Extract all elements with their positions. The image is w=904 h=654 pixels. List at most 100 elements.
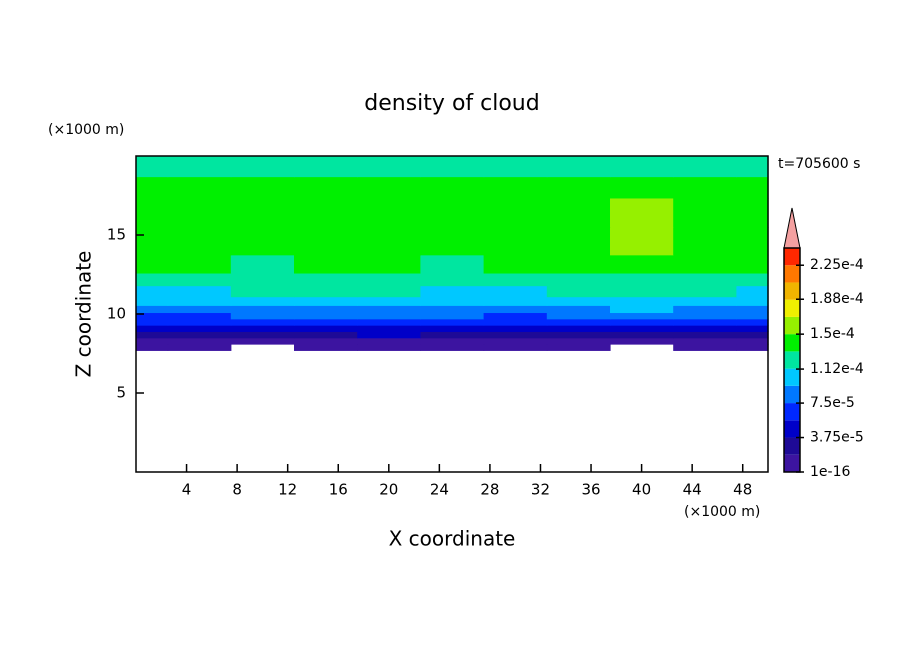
contour-cell (420, 197, 485, 228)
contour-cell (546, 344, 611, 351)
contour-cell (230, 227, 295, 256)
contour-cell (167, 197, 232, 228)
x-tick-label: 20 (379, 481, 398, 499)
contour-cell (546, 337, 611, 345)
colorbar-band (784, 385, 800, 404)
contour-cell (294, 254, 358, 274)
contour-cell (546, 296, 611, 306)
contour-cell (294, 318, 358, 326)
contour-cell (230, 272, 295, 287)
contour-cell (483, 176, 548, 199)
contour-cell (420, 176, 485, 199)
x-tick-label: 24 (430, 481, 449, 499)
contour-cell (736, 344, 769, 351)
contour-cell (420, 312, 485, 320)
contour-cell (167, 163, 232, 178)
contour-cell (357, 197, 421, 228)
contour-cell (136, 312, 169, 320)
contour-cell (483, 337, 548, 345)
contour-cell (167, 318, 232, 326)
contour-cell (230, 337, 295, 345)
contour-cell (294, 197, 358, 228)
contour-cell (230, 163, 295, 178)
contour-cell (546, 318, 611, 326)
x-tick-label: 28 (480, 481, 499, 499)
contour-cell (483, 305, 548, 314)
contour-cell (420, 325, 485, 332)
contour-cell (294, 296, 358, 306)
contour-cell (294, 272, 358, 287)
contour-cell (546, 272, 611, 287)
contour-cell (230, 296, 295, 306)
contour-cell (673, 344, 737, 351)
x-tick-label: 44 (683, 481, 702, 499)
contour-cell (736, 305, 769, 314)
contour-cell (136, 344, 169, 351)
contour-cell (610, 272, 674, 287)
contour-cell (673, 176, 737, 199)
contour-cell (546, 176, 611, 199)
contour-cell (357, 227, 421, 256)
contour-cell (230, 285, 295, 298)
contour-cell (673, 331, 737, 339)
contour-cell (420, 318, 485, 326)
contour-cell (230, 318, 295, 326)
contour-cell (167, 285, 232, 298)
colorbar-band (784, 368, 800, 386)
contour-cell (610, 337, 674, 345)
contour-cell (167, 227, 232, 256)
y-axis-label: Z coordinate (72, 251, 96, 378)
contour-cell (167, 305, 232, 314)
contour-cell (483, 331, 548, 339)
contour-cell (420, 305, 485, 314)
contour-cell (294, 285, 358, 298)
contour-cell (610, 227, 674, 256)
contour-cell (673, 254, 737, 274)
contour-cell (546, 305, 611, 314)
x-tick-label: 36 (581, 481, 600, 499)
contour-cell (294, 325, 358, 332)
time-annotation: t=705600 s (778, 156, 860, 172)
colorbar-band (784, 282, 800, 300)
contour-cell (136, 325, 169, 332)
contour-cell (167, 254, 232, 274)
contour-cell (357, 344, 421, 351)
contour-cell (673, 296, 737, 306)
contour-cell (420, 296, 485, 306)
contour-cell (610, 285, 674, 298)
contour-cell (736, 318, 769, 326)
contour-cell (136, 272, 169, 287)
x-tick-label: 32 (531, 481, 550, 499)
contour-cell (673, 197, 737, 228)
contour-cell (136, 156, 169, 165)
contour-cell (673, 156, 737, 165)
colorbar-tick-label: 1.12e-4 (810, 361, 864, 377)
contour-cell (546, 285, 611, 298)
contour-cell (610, 156, 674, 165)
contour-cell (483, 325, 548, 332)
x-tick-label: 12 (278, 481, 297, 499)
contour-cell (610, 331, 674, 339)
contour-cell (420, 156, 485, 165)
contour-cell (357, 176, 421, 199)
contour-cell (136, 296, 169, 306)
contour-field (136, 156, 769, 351)
contour-cell (483, 296, 548, 306)
contour-cell (136, 337, 169, 345)
contour-cell (483, 312, 548, 320)
contour-cell (420, 254, 485, 274)
contour-cell (294, 227, 358, 256)
contour-cell (673, 337, 737, 345)
contour-cell (546, 254, 611, 274)
contour-cell (230, 305, 295, 314)
x-tick-label: 8 (232, 481, 242, 499)
contour-cell (357, 272, 421, 287)
colorbar-tick-label: 1e-16 (810, 464, 850, 480)
colorbar-band (784, 299, 800, 317)
contour-cell (736, 296, 769, 306)
contour-cell (673, 312, 737, 320)
contour-cell (136, 163, 169, 178)
colorbar-band (784, 437, 800, 455)
contour-cell (483, 285, 548, 298)
colorbar-tick-label: 1.88e-4 (810, 291, 864, 307)
